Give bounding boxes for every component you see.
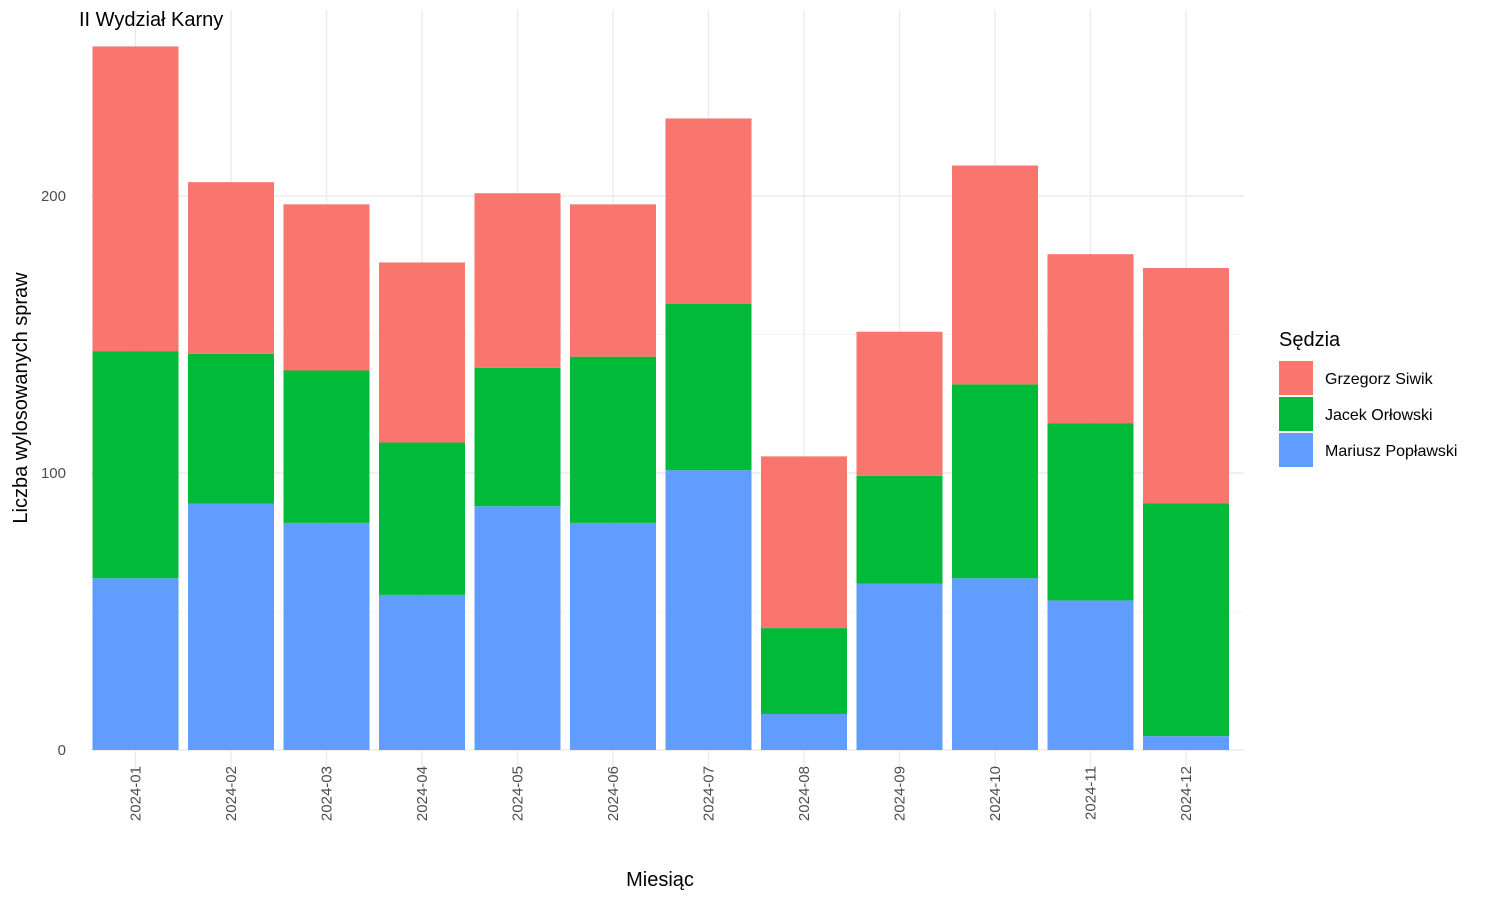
bar-segment: [283, 204, 370, 371]
bar-segment: [952, 165, 1038, 385]
bar-segment: [1047, 254, 1134, 424]
x-tick-label: 2024-01: [128, 766, 145, 821]
bar-segment: [474, 506, 561, 750]
bar-segment: [856, 583, 943, 750]
bar-segment: [188, 353, 274, 504]
bar-segment: [379, 594, 465, 750]
bar-segment: [1143, 268, 1229, 504]
x-tick-label: 2024-02: [223, 766, 240, 821]
bar-segment: [283, 370, 370, 523]
x-tick-label: 2024-11: [1083, 766, 1100, 820]
bar-segment: [856, 331, 943, 476]
bar-segment: [761, 456, 847, 629]
legend-label: Jacek Orłowski: [1325, 407, 1433, 424]
legend: Sędzia Grzegorz Siwik Jacek Orłowski Mariu…: [1279, 329, 1457, 467]
x-axis-title: Miesiąc: [626, 869, 694, 891]
bar-segment: [1143, 736, 1229, 750]
x-tick-label: 2024-08: [796, 766, 813, 821]
bar-segment: [665, 470, 752, 750]
bar-segment: [1143, 503, 1229, 737]
bar-segment: [761, 628, 847, 714]
bar-segment: [856, 475, 943, 584]
legend-key: [1279, 361, 1313, 395]
x-tick-label: 2024-06: [605, 766, 622, 821]
x-tick-label: 2024-03: [319, 766, 336, 821]
bar-segment: [761, 713, 847, 750]
bar-segment: [474, 367, 561, 507]
bar-segment: [570, 204, 656, 357]
bar-segment: [570, 522, 656, 750]
legend-title: Sędzia: [1279, 329, 1341, 351]
legend-label: Grzegorz Siwik: [1325, 371, 1434, 388]
x-tick-label: 2024-10: [987, 766, 1004, 821]
bar-segment: [665, 304, 752, 471]
x-tick-label: 2024-07: [701, 766, 718, 821]
bar-segment: [379, 262, 465, 443]
x-tick-label: 2024-04: [414, 766, 431, 821]
x-tick-label: 2024-12: [1178, 766, 1195, 821]
bar-segment: [952, 384, 1038, 579]
bar-segment: [92, 578, 179, 750]
chart-title: II Wydział Karny: [79, 9, 223, 31]
x-tick-label: 2024-05: [510, 766, 527, 821]
y-axis-ticks: 0 100 200: [41, 188, 66, 759]
bar-segment: [188, 503, 274, 750]
y-axis-title: Liczba wylosowanych spraw: [10, 272, 32, 524]
bar-segment: [952, 578, 1038, 750]
legend-key: [1279, 433, 1313, 467]
legend-label: Mariusz Popławski: [1325, 443, 1457, 460]
x-axis-ticks: 2024-01 2024-02 2024-03 2024-04 2024-05 2024-…: [128, 766, 1196, 821]
bar-segment: [665, 118, 752, 305]
bar-segment: [1047, 600, 1134, 750]
bar-segment: [92, 351, 179, 579]
bar-segment: [474, 193, 561, 368]
y-tick-label: 0: [58, 742, 66, 759]
bar-segment: [283, 522, 370, 750]
y-tick-label: 100: [41, 465, 66, 482]
y-tick-label: 200: [41, 188, 66, 205]
bar-segment: [379, 442, 465, 595]
legend-key: [1279, 397, 1313, 431]
bar-segment: [188, 182, 274, 354]
bar-segment: [570, 356, 656, 523]
bars: [92, 46, 1229, 750]
bar-segment: [1047, 423, 1134, 601]
bar-segment: [92, 46, 179, 352]
x-tick-label: 2024-09: [892, 766, 909, 821]
